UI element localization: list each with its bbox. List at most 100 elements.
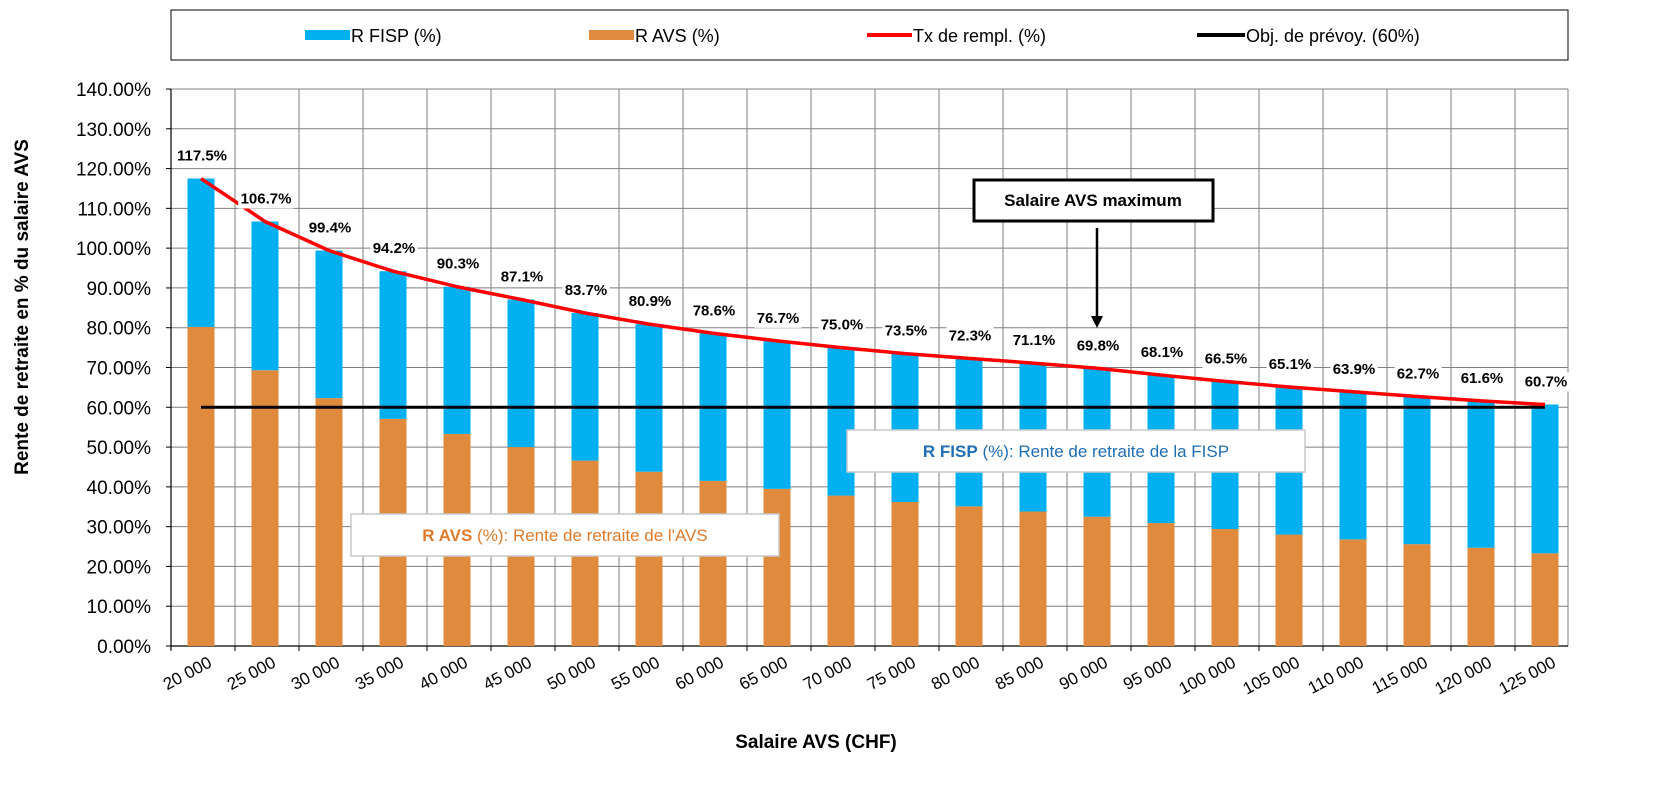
bar-fisp <box>187 178 215 327</box>
data-label: 83.7% <box>565 282 608 299</box>
bar-avs <box>891 501 919 646</box>
data-label: 99.4% <box>309 220 352 237</box>
y-tick-label: 80.00% <box>87 319 152 340</box>
legend-label-avs: R AVS (%) <box>635 26 720 46</box>
y-tick-label: 40.00% <box>87 478 152 499</box>
svg-text:R AVS (%): Rente de retraite d: R AVS (%): Rente de retraite de l'AVS <box>422 526 707 545</box>
bar-avs <box>1467 547 1495 646</box>
x-tick-label: 95 000 <box>1120 653 1175 694</box>
fisp-note-bold: R FISP <box>923 442 978 461</box>
x-tick-label: 120 000 <box>1432 653 1495 699</box>
data-label-bg <box>238 189 294 209</box>
max-salary-arrowhead <box>1091 316 1103 328</box>
y-tick-label: 110.00% <box>77 199 151 220</box>
annotation-max-salary: Salaire AVS maximum <box>972 178 1215 328</box>
x-tick-label: 50 000 <box>544 653 599 694</box>
bar-avs <box>1083 516 1111 646</box>
bar-fisp <box>443 286 471 434</box>
legend-swatch-fisp <box>305 30 350 40</box>
data-label: 66.5% <box>1205 350 1248 367</box>
bar-avs <box>763 488 791 646</box>
bar-avs <box>315 398 343 646</box>
data-label-bg <box>1074 336 1122 356</box>
bar-avs <box>187 326 215 646</box>
y-tick-label: 60.00% <box>87 398 152 419</box>
x-tick-labels: 20 000 25 000 30 000 35 000 40 000 45 000 50 0… <box>160 646 1559 698</box>
bar-avs <box>1531 553 1559 646</box>
y-tick-label: 50.00% <box>87 438 152 459</box>
bar-fisp <box>1531 404 1559 554</box>
annotation-avs: R AVS (%): Rente de retraite de l'AVS <box>350 513 780 557</box>
avs-note-desc: : Rente de retraite de l'AVS <box>504 526 708 545</box>
data-label-bg <box>174 146 230 166</box>
y-tick-label: 120.00% <box>76 160 151 181</box>
bar-fisp <box>1467 400 1495 548</box>
data-label: 76.7% <box>757 310 800 327</box>
x-tick-label: 40 000 <box>416 653 471 694</box>
y-axis-title: Rente de retraite en % du salaire AVS <box>12 139 33 475</box>
legend-label-objective: Obj. de prévoy. (60%) <box>1246 26 1420 46</box>
data-label-bg <box>1010 331 1058 351</box>
data-label-bg <box>882 321 930 341</box>
x-tick-label: 85 000 <box>992 653 1047 694</box>
x-tick-label: 55 000 <box>608 653 663 694</box>
bar-avs <box>1403 544 1431 646</box>
data-label-bg <box>1266 354 1314 374</box>
x-tick-label: 60 000 <box>672 653 727 694</box>
fisp-note-desc: : Rente de retraite de la FISP <box>1009 442 1229 461</box>
svg-text:R FISP (%): Rente de retraite: R FISP (%): Rente de retraite de la FISP <box>923 442 1229 461</box>
x-tick-label: 70 000 <box>800 653 855 694</box>
bar-avs <box>1211 529 1239 646</box>
y-tick-labels: 0.00% 10.00% 20.00% 30.00% 40.00% 50.00% 60.00… <box>76 80 171 658</box>
avs-note-box <box>350 513 780 557</box>
data-label: 78.6% <box>693 302 736 319</box>
x-tick-label: 25 000 <box>224 653 279 694</box>
data-label-bg <box>370 239 418 259</box>
bar-fisp <box>827 347 855 496</box>
y-tick-label: 0.00% <box>97 637 151 658</box>
bar-avs <box>699 480 727 646</box>
bar-fisp <box>763 340 791 489</box>
y-tick-label: 70.00% <box>87 359 152 380</box>
data-label-bg <box>754 308 802 328</box>
annotation-fisp: R FISP (%): Rente de retraite de la FISP <box>846 429 1306 473</box>
data-label: 106.7% <box>241 190 292 207</box>
data-label-bg <box>306 218 354 238</box>
bar-avs <box>1019 511 1047 646</box>
data-label: 87.1% <box>501 268 544 285</box>
data-label-bg <box>1458 368 1506 388</box>
legend-label-rate: Tx de rempl. (%) <box>913 26 1046 46</box>
x-tick-label: 80 000 <box>928 653 983 694</box>
data-label: 75.0% <box>821 317 864 334</box>
max-salary-box <box>972 178 1215 223</box>
bar-fisp <box>891 353 919 502</box>
data-label-bg <box>1138 343 1186 363</box>
y-tick-label: 140.00% <box>76 80 151 101</box>
data-labels: 117.5% 106.7% 99.4% 94.2% 90.3% 87.1% 83.7% 80.… <box>174 146 1570 392</box>
data-label-bg <box>434 254 482 274</box>
bar-avs <box>251 370 279 646</box>
data-label: 73.5% <box>885 323 928 340</box>
bar-fisp <box>507 299 535 448</box>
x-tick-label: 35 000 <box>352 653 407 694</box>
bar-avs <box>1275 534 1303 646</box>
data-label: 72.3% <box>949 327 992 344</box>
y-tick-label: 30.00% <box>87 518 152 539</box>
y-tick-label: 100.00% <box>76 239 151 260</box>
legend: R FISP (%) R AVS (%) Tx de rempl. (%) Ob… <box>305 26 1420 46</box>
data-label: 60.7% <box>1525 374 1568 391</box>
bar-avs <box>635 471 663 646</box>
x-tick-label: 115 000 <box>1369 653 1431 698</box>
bar-fisp <box>571 312 599 461</box>
x-tick-label: 45 000 <box>480 653 535 694</box>
x-tick-label: 65 000 <box>736 653 791 694</box>
x-tick-label: 30 000 <box>288 653 343 694</box>
data-label: 62.7% <box>1397 366 1440 383</box>
bar-fisp <box>251 221 279 371</box>
fisp-note-pct: (%) <box>978 442 1009 461</box>
data-label: 61.6% <box>1461 370 1504 387</box>
bar-fisp <box>1339 391 1367 540</box>
data-label-bg <box>818 315 866 335</box>
avs-note-pct: (%) <box>472 526 503 545</box>
